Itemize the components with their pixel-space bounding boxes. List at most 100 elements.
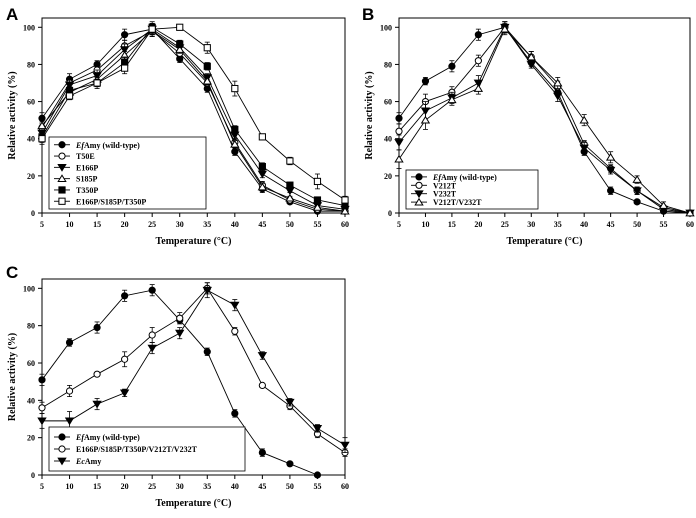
legend-marker (57, 164, 67, 172)
x-axis-title: Temperature (°C) (156, 498, 232, 509)
data-point (447, 95, 457, 104)
data-point (500, 24, 510, 33)
data-point (202, 286, 212, 295)
data-point (203, 44, 211, 52)
y-tick-label: 80 (384, 60, 392, 69)
x-tick-label: 50 (286, 482, 294, 491)
data-point (394, 139, 404, 147)
panel-letter: C (6, 263, 18, 282)
legend-marker (415, 181, 423, 189)
x-tick-label: 10 (66, 220, 74, 229)
series-line (41, 28, 346, 210)
data-point (448, 62, 456, 70)
data-point (257, 182, 268, 191)
legend-marker (58, 197, 66, 205)
y-tick-label: 0 (31, 209, 35, 218)
data-point (230, 301, 240, 310)
x-tick-label: 5 (40, 220, 44, 229)
data-point (148, 331, 156, 339)
data-point (313, 471, 322, 479)
legend-label: T50E (76, 152, 95, 161)
y-tick-label: 20 (384, 172, 392, 181)
data-point (203, 62, 211, 70)
data-point (230, 139, 240, 148)
data-point (285, 398, 295, 407)
x-tick-label: 55 (660, 220, 668, 229)
x-tick-label: 40 (231, 482, 239, 491)
legend-label: EfAmy (wild-type) (75, 433, 140, 442)
data-point (37, 121, 47, 130)
series (37, 282, 350, 454)
data-point (421, 77, 430, 85)
y-tick-label: 100 (380, 23, 392, 32)
data-point (312, 424, 323, 433)
data-point (579, 144, 589, 153)
x-tick-label: 60 (686, 220, 694, 229)
data-point (202, 76, 212, 85)
x-tick-label: 60 (341, 482, 349, 491)
data-point (231, 84, 239, 93)
series-line (41, 30, 346, 212)
data-point (64, 417, 75, 426)
series-line (398, 26, 691, 214)
legend-label-italic: Ef (432, 173, 442, 182)
data-point (632, 187, 642, 196)
legend-box (48, 426, 246, 472)
y-tick-label: 40 (27, 396, 35, 405)
y-tick-label: 20 (27, 172, 35, 181)
legend-label-rest: E166P (76, 163, 98, 172)
legend-label-rest: Amy (85, 457, 101, 466)
data-point (685, 208, 695, 217)
x-tick-label: 35 (203, 482, 211, 491)
data-point (285, 193, 295, 202)
series-line (41, 26, 346, 201)
data-point (175, 329, 185, 338)
data-point (526, 52, 536, 61)
panel-letter: B (362, 5, 374, 24)
y-tick-label: 0 (388, 209, 392, 218)
legend-label-rest: V232T (433, 190, 457, 199)
data-point (121, 292, 129, 300)
series-line (41, 287, 346, 453)
panel-b: B 5 10 15 20 25 30 35 40 45 50 55 60 0 20 40 60 80 100 Temp… (362, 5, 695, 247)
x-tick-label: 35 (554, 220, 562, 229)
data-point (93, 370, 101, 378)
data-point (93, 323, 101, 332)
x-tick-label: 10 (421, 220, 429, 229)
data-point (175, 45, 185, 53)
x-axis-title: Temperature (°C) (507, 236, 583, 247)
data-point (312, 203, 323, 211)
data-point (286, 157, 294, 165)
panel-a: A 5 10 15 20 25 30 35 40 45 50 55 60 0 20 40 60 80 100 Temp… (6, 5, 350, 247)
x-tick-label: 15 (93, 482, 101, 491)
x-tick-label: 40 (580, 220, 588, 229)
x-tick-label: 45 (258, 482, 266, 491)
x-tick-label: 35 (203, 220, 211, 229)
x-tick-label: 5 (40, 482, 44, 491)
data-point (37, 417, 47, 426)
data-point (420, 115, 431, 124)
data-point (257, 352, 268, 360)
x-tick-label: 50 (286, 220, 294, 229)
series-line (41, 26, 346, 207)
data-point (93, 79, 101, 87)
data-point (633, 198, 641, 206)
data-point (65, 387, 74, 395)
data-point (258, 133, 266, 141)
legend-label: T350P (76, 186, 98, 195)
y-tick-label: 60 (27, 359, 35, 368)
legend-label-rest: Amy (wild-type) (441, 173, 497, 182)
legend-label-rest: E166P/S185P/T350P/V212T/V232T (76, 445, 198, 454)
data-point (258, 381, 266, 389)
legend-label: V212T (433, 181, 457, 190)
legend-label-rest: E166P/S185P/T350P (76, 197, 146, 206)
legend-marker (58, 186, 66, 194)
legend-marker (415, 173, 423, 181)
data-point (231, 327, 239, 335)
legend-label: E166P/S185P/T350P/V212T/V232T (76, 445, 198, 454)
legend-label-rest: V212T/V232T (433, 198, 482, 207)
x-tick-label: 55 (313, 220, 321, 229)
series-line (398, 28, 691, 214)
data-point (286, 181, 294, 189)
panel-letter: A (6, 5, 18, 24)
